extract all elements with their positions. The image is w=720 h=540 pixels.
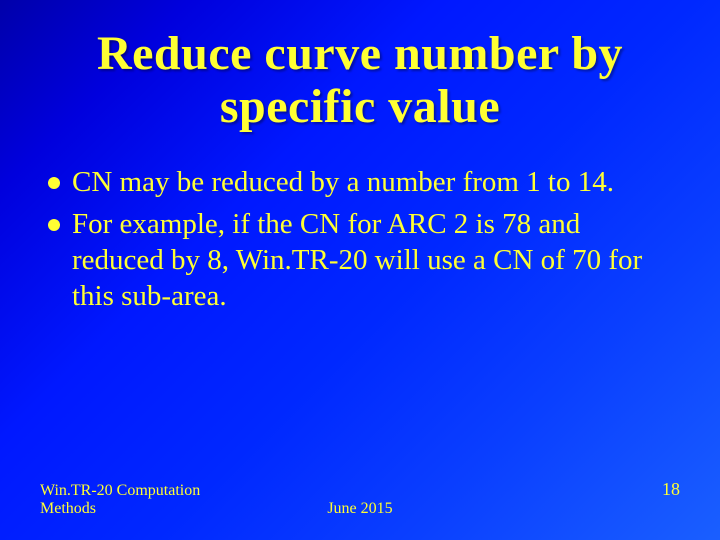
bullet-icon: [48, 177, 60, 189]
list-item: CN may be reduced by a number from 1 to …: [48, 164, 660, 200]
bullet-text: For example, if the CN for ARC 2 is 78 a…: [72, 206, 660, 315]
footer-page-number: 18: [467, 479, 680, 518]
bullet-icon: [48, 219, 60, 231]
list-item: For example, if the CN for ARC 2 is 78 a…: [48, 206, 660, 315]
slide-container: Reduce curve number by specific value CN…: [0, 0, 720, 540]
footer-left: Win.TR-20 Computation Methods: [40, 482, 253, 518]
slide-footer: Win.TR-20 Computation Methods June 2015 …: [40, 479, 680, 518]
slide-title: Reduce curve number by specific value: [40, 28, 680, 134]
bullet-text: CN may be reduced by a number from 1 to …: [72, 164, 614, 200]
bullet-list: CN may be reduced by a number from 1 to …: [40, 164, 680, 315]
footer-center: June 2015: [253, 500, 466, 518]
